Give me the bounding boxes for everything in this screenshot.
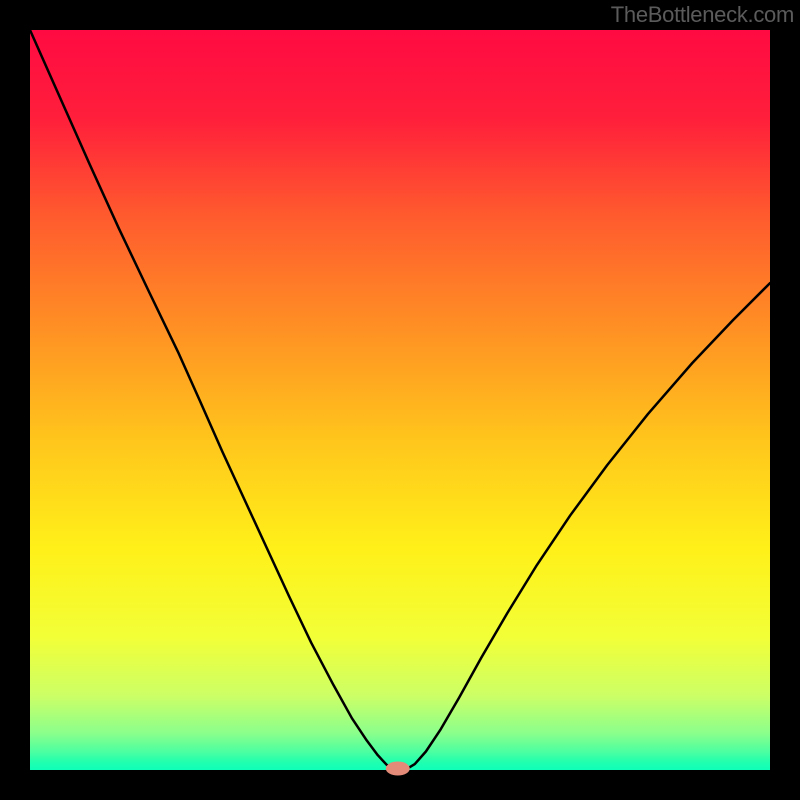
watermark-text: TheBottleneck.com [611, 2, 794, 28]
minimum-marker [386, 762, 410, 776]
bottleneck-chart [0, 0, 800, 800]
